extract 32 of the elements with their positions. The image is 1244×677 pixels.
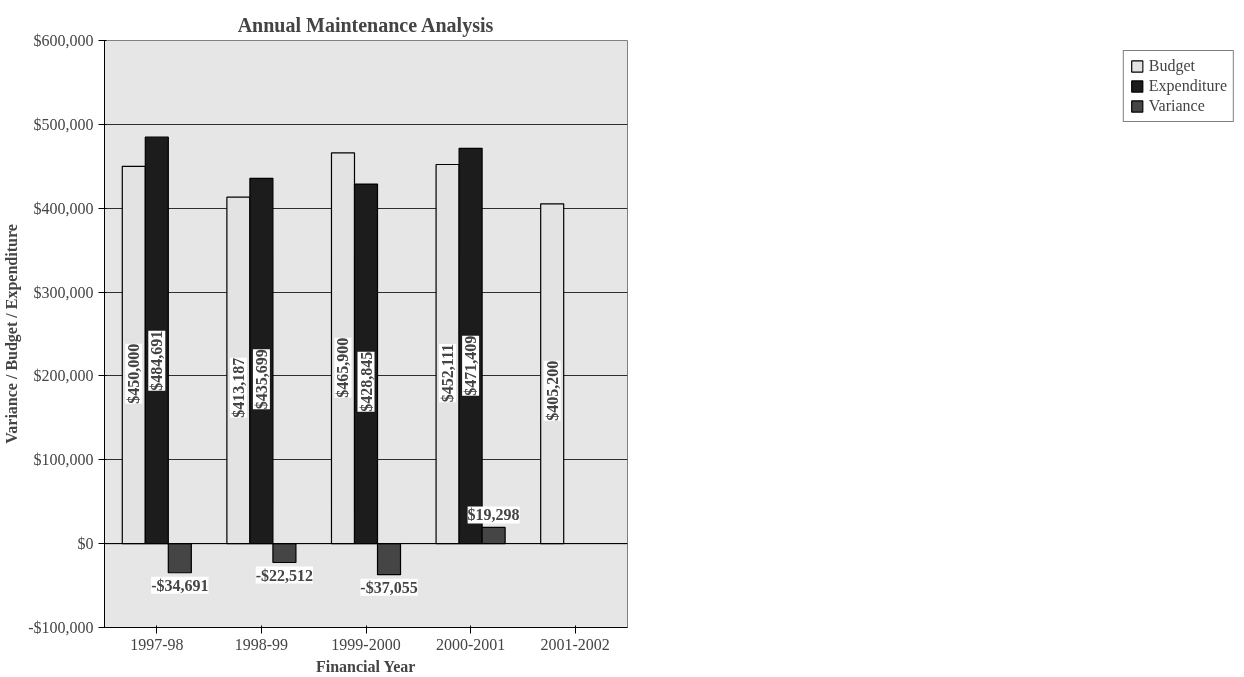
data-label: -$34,691 [151,576,209,594]
data-label: -$37,055 [360,578,418,596]
data-label: $471,409 [462,335,480,396]
y-axis-title: Variance / Budget / Expenditure [3,224,22,444]
y-tick-label: $200,000 [33,367,94,385]
data-label: $452,111 [439,343,457,403]
legend-label: Expenditure [1148,77,1227,95]
data-label: $465,900 [334,337,352,398]
x-tick-label: 1999-2000 [331,635,401,653]
x-tick-label: 2001-2002 [540,635,610,653]
x-tick-label: 2000-2001 [435,635,506,653]
x-tick-label: 1998-99 [234,635,289,653]
legend-label: Variance [1148,97,1205,115]
x-axis-title: Financial Year [316,657,416,675]
data-label: -$22,512 [255,566,314,584]
y-tick-label: $600,000 [33,32,94,49]
data-label: $450,000 [125,343,143,404]
y-tick-label: $100,000 [33,451,94,469]
data-label: $413,187 [229,357,247,418]
data-label: $19,298 [467,506,520,524]
y-tick-label: -$100,000 [28,619,94,636]
data-label: $435,699 [252,349,270,410]
data-label: $405,200 [543,360,561,421]
y-tick-label: $400,000 [33,199,94,217]
y-tick-label: $300,000 [33,283,94,301]
y-tick-label: $0 [77,535,94,553]
data-label: $484,691 [148,330,166,391]
x-tick-label: 1997-98 [130,635,184,653]
chart-title: Annual Maintenance Analysis [237,13,494,37]
legend-label: Budget [1148,57,1196,75]
data-label: $428,845 [357,351,375,412]
y-tick-label: $500,000 [33,115,94,133]
